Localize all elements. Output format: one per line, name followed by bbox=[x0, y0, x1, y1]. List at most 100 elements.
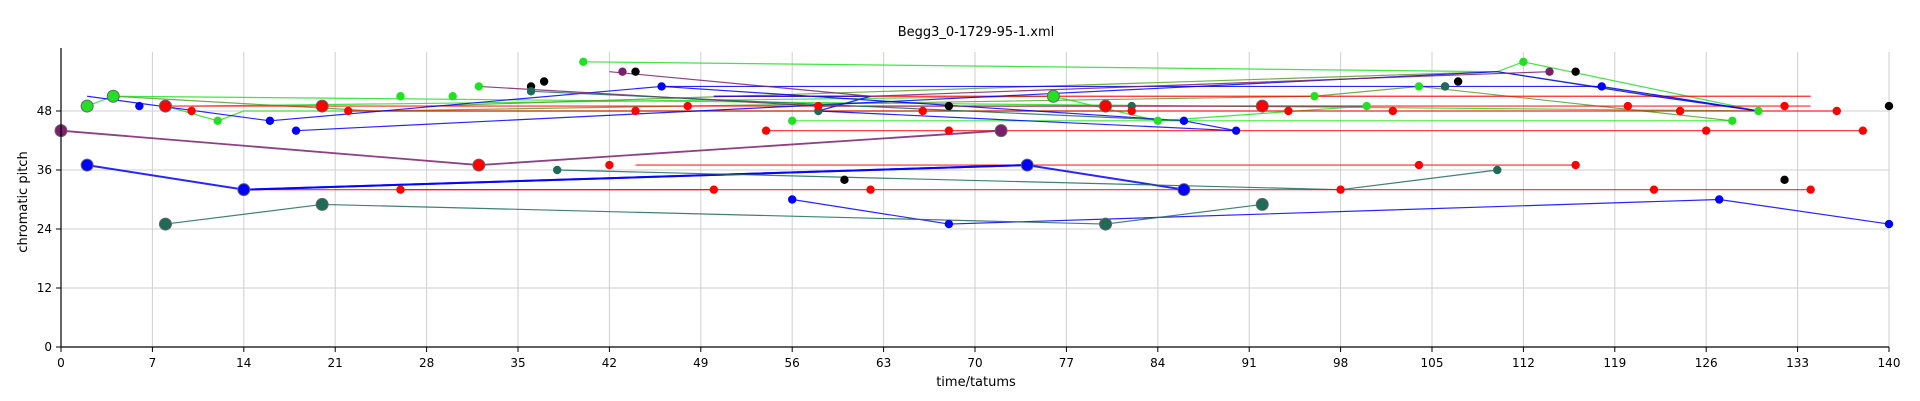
data-point bbox=[344, 106, 353, 116]
data-point bbox=[1754, 106, 1763, 116]
data-point bbox=[291, 126, 301, 135]
data-point bbox=[1884, 219, 1894, 229]
data-point bbox=[1336, 185, 1345, 194]
data-point bbox=[1453, 77, 1463, 86]
series-line bbox=[583, 61, 1759, 112]
data-point bbox=[618, 67, 627, 76]
series-line bbox=[661, 85, 1237, 132]
data-point bbox=[631, 106, 640, 116]
y-axis-label: chromatic pitch bbox=[16, 151, 31, 252]
x-tick-label: 28 bbox=[419, 356, 434, 370]
data-point-large bbox=[315, 99, 329, 113]
data-point bbox=[1310, 92, 1319, 101]
data-point bbox=[761, 126, 771, 135]
data-point bbox=[866, 185, 875, 194]
data-point bbox=[1806, 185, 1815, 194]
data-point bbox=[1493, 165, 1502, 175]
y-tick-label: 48 bbox=[37, 104, 52, 118]
x-tick-label: 126 bbox=[1695, 356, 1718, 370]
data-point bbox=[1519, 57, 1528, 67]
data-point bbox=[788, 116, 797, 126]
data-point bbox=[1179, 116, 1189, 126]
x-tick-label: 14 bbox=[236, 356, 251, 370]
x-tick-label: 49 bbox=[693, 356, 708, 370]
series-line bbox=[609, 71, 1550, 97]
series-line bbox=[792, 198, 1890, 225]
data-point bbox=[526, 87, 536, 96]
data-point bbox=[1649, 185, 1659, 194]
data-point bbox=[944, 126, 954, 135]
data-point bbox=[1571, 67, 1580, 76]
data-point bbox=[683, 101, 692, 111]
data-point bbox=[1623, 101, 1633, 111]
data-point bbox=[1388, 106, 1398, 116]
data-point bbox=[709, 185, 719, 194]
data-point bbox=[396, 185, 405, 194]
data-point-large bbox=[994, 124, 1008, 138]
x-tick-label: 133 bbox=[1786, 356, 1809, 370]
x-tick-label: 70 bbox=[967, 356, 982, 370]
data-point bbox=[1702, 126, 1711, 135]
data-point bbox=[213, 116, 222, 126]
data-point bbox=[788, 195, 797, 204]
data-point bbox=[1231, 126, 1241, 135]
data-point-large bbox=[1255, 99, 1269, 113]
data-point bbox=[1545, 67, 1554, 76]
data-point bbox=[187, 106, 196, 116]
data-point bbox=[579, 57, 588, 67]
data-point-large bbox=[158, 99, 172, 113]
data-point bbox=[1780, 101, 1789, 111]
data-point-large bbox=[1099, 217, 1113, 231]
data-point bbox=[1127, 106, 1136, 116]
data-point bbox=[1597, 82, 1606, 91]
x-tick-label: 63 bbox=[876, 356, 891, 370]
series-line bbox=[243, 164, 1028, 191]
data-point bbox=[605, 160, 614, 170]
x-tick-label: 35 bbox=[510, 356, 525, 370]
data-point-large bbox=[1177, 183, 1191, 197]
data-point-large bbox=[1020, 158, 1034, 172]
x-tick-label: 112 bbox=[1512, 356, 1535, 370]
y-tick-label: 24 bbox=[37, 222, 52, 236]
data-point bbox=[1414, 82, 1424, 91]
x-tick-label: 21 bbox=[328, 356, 343, 370]
data-point bbox=[1284, 106, 1293, 116]
x-tick-label: 42 bbox=[602, 356, 617, 370]
series-line bbox=[191, 95, 1367, 122]
series-line bbox=[295, 71, 1759, 132]
data-point bbox=[265, 116, 275, 126]
data-point-large bbox=[1099, 99, 1113, 113]
data-point-large bbox=[80, 99, 94, 113]
data-point-large bbox=[315, 197, 329, 211]
series-points bbox=[54, 57, 1894, 231]
data-point bbox=[1884, 101, 1894, 111]
data-point bbox=[840, 175, 849, 185]
data-point bbox=[1571, 160, 1580, 170]
data-point bbox=[1440, 82, 1450, 91]
data-point bbox=[944, 219, 954, 229]
y-tick-label: 12 bbox=[37, 281, 52, 295]
x-tick-label: 84 bbox=[1150, 356, 1165, 370]
chart-title: Begg3_0-1729-95-1.xml bbox=[898, 25, 1055, 40]
y-tick-label: 36 bbox=[37, 163, 52, 177]
data-point-large bbox=[1255, 197, 1269, 211]
data-point-large bbox=[158, 217, 172, 231]
series-line bbox=[165, 203, 1263, 225]
data-point bbox=[552, 165, 562, 175]
data-point bbox=[396, 92, 405, 101]
data-point bbox=[918, 106, 927, 116]
data-point-large bbox=[472, 158, 486, 172]
x-tick-label: 77 bbox=[1059, 356, 1074, 370]
data-point-large bbox=[237, 183, 251, 197]
x-tick-label: 119 bbox=[1603, 356, 1626, 370]
data-point bbox=[814, 101, 823, 111]
data-point-large bbox=[1046, 89, 1060, 103]
data-point bbox=[135, 101, 144, 111]
data-point bbox=[1414, 160, 1424, 170]
data-point bbox=[1715, 195, 1724, 204]
data-point bbox=[657, 82, 666, 91]
data-point bbox=[474, 82, 484, 91]
data-point bbox=[448, 92, 457, 101]
data-point bbox=[1780, 175, 1789, 185]
